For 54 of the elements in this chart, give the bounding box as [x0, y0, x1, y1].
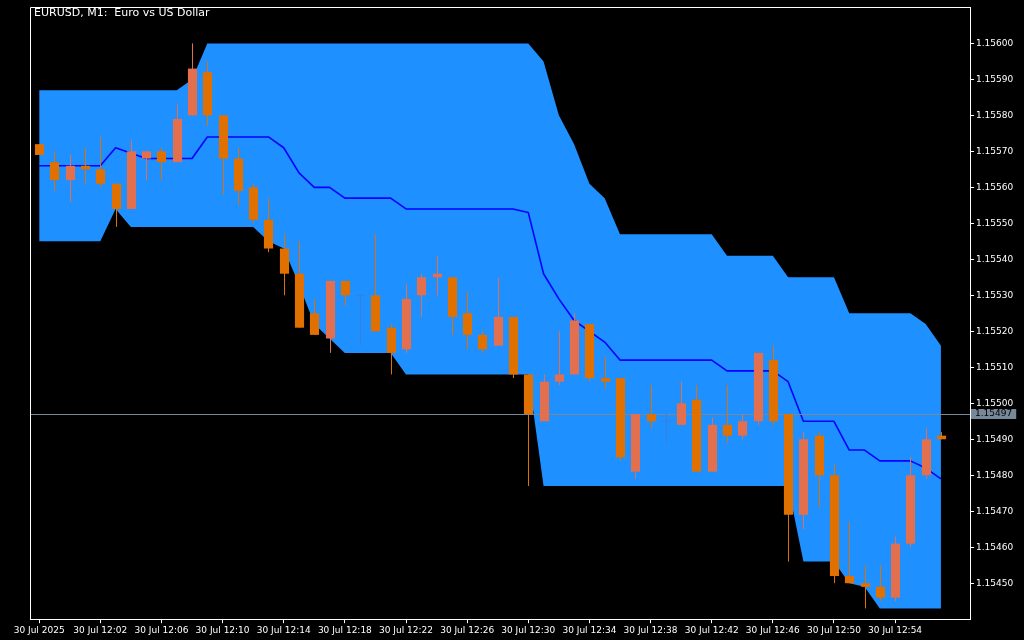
x-tick-label: 30 Jul 2025	[13, 624, 65, 635]
x-tick-label: 30 Jul 12:46	[745, 624, 801, 635]
x-tick-label: 30 Jul 12:02	[73, 624, 128, 635]
x-tick-label: 30 Jul 12:06	[134, 624, 189, 635]
x-tick-label: 30 Jul 12:42	[684, 624, 739, 635]
candlestick	[141, 150, 152, 181]
y-tick-label: 1.15470	[976, 505, 1014, 516]
ref-line-label: 1.15497	[975, 408, 1013, 419]
candlestick	[477, 330, 488, 354]
x-tick-label: 30 Jul 12:10	[195, 624, 250, 635]
candlestick	[676, 381, 687, 426]
candlestick	[340, 280, 351, 307]
x-tick-label: 30 Jul 12:34	[562, 624, 617, 635]
y-tick-label: 1.15600	[976, 37, 1014, 48]
candlestick	[600, 355, 611, 390]
candlestick	[95, 136, 106, 188]
x-tick-label: 30 Jul 12:38	[623, 624, 678, 635]
y-tick-label: 1.15450	[976, 577, 1014, 588]
x-tick-label: 30 Jul 12:50	[806, 624, 862, 635]
y-tick-label: 1.15490	[976, 433, 1014, 444]
y-tick-label: 1.15460	[976, 541, 1014, 552]
x-tick-label: 30 Jul 12:22	[379, 624, 433, 635]
candlestick	[355, 294, 366, 347]
x-tick-label: 30 Jul 12:26	[440, 624, 495, 635]
candlestick	[875, 564, 886, 602]
y-tick-label: 1.15530	[976, 289, 1014, 300]
chart-title: EURUSD, M1: Euro vs US Dollar	[34, 6, 210, 19]
y-tick-label: 1.15520	[976, 325, 1014, 336]
candlestick	[860, 564, 871, 609]
candlestick	[49, 150, 60, 192]
candlestick	[309, 298, 320, 336]
y-tick-label: 1.15550	[976, 217, 1014, 228]
candlestick	[554, 330, 565, 386]
candlestick	[722, 384, 733, 444]
candlestick	[462, 291, 473, 350]
candlestick	[416, 273, 427, 318]
x-tick-label: 30 Jul 12:54	[868, 624, 923, 635]
candlestick	[661, 413, 672, 444]
y-tick-label: 1.15570	[976, 145, 1014, 156]
x-tick-label: 30 Jul 12:14	[256, 624, 311, 635]
y-tick-label: 1.15580	[976, 109, 1014, 120]
y-tick-label: 1.15510	[976, 361, 1014, 372]
y-tick-label: 1.15480	[976, 469, 1014, 480]
y-tick-label: 1.15540	[976, 253, 1014, 264]
x-tick-label: 30 Jul 12:18	[317, 624, 373, 635]
candlestick	[844, 521, 855, 584]
candlestick	[156, 147, 167, 181]
y-tick-label: 1.15500	[976, 397, 1014, 408]
y-tick-label: 1.15590	[976, 73, 1014, 84]
y-tick-label: 1.15560	[976, 181, 1014, 192]
x-tick-label: 30 Jul 12:30	[501, 624, 556, 635]
candlestick	[65, 154, 76, 203]
candlestick	[737, 413, 748, 440]
candlestick	[646, 384, 657, 429]
